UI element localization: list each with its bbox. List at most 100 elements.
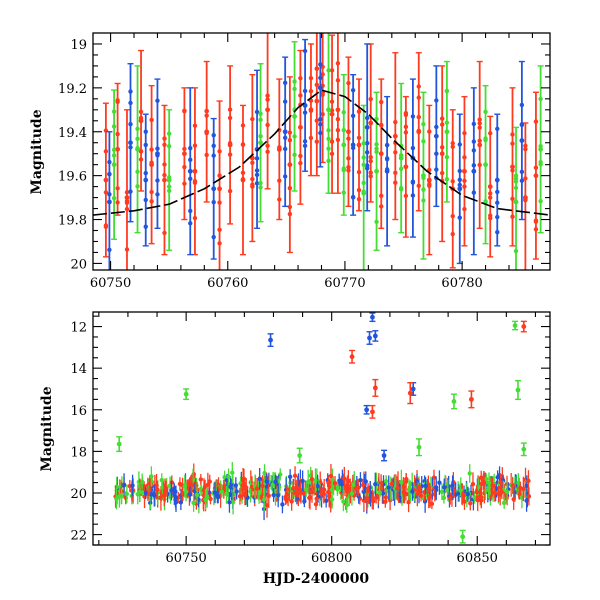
series-1-point (107, 159, 112, 165)
baseline-point (439, 489, 445, 495)
series-1-point (495, 189, 500, 195)
baseline-point (143, 490, 148, 496)
baseline-point (486, 480, 492, 486)
series-2-point (513, 179, 519, 184)
series-2-point (292, 79, 297, 84)
series-0-point (204, 108, 209, 114)
series-2-point (538, 198, 543, 204)
baseline-point (261, 497, 267, 502)
baseline-point (447, 496, 453, 501)
series-0-point (314, 118, 320, 123)
baseline-point (227, 500, 232, 505)
series-1-data-point (143, 177, 149, 183)
series-1-point (188, 221, 193, 226)
series-0-point (250, 176, 255, 182)
baseline-point (423, 483, 428, 489)
series-0-point (379, 204, 384, 209)
series-1-point (128, 89, 133, 94)
series-0-point (510, 168, 515, 173)
series-0-point (149, 199, 154, 204)
baseline-point (498, 479, 503, 485)
series-0-point (439, 170, 445, 176)
series-0-point (250, 160, 255, 166)
series-0-point (149, 117, 154, 123)
series-0-point (450, 144, 455, 149)
series-0-point (450, 213, 455, 219)
series-0-point (488, 131, 493, 136)
baseline-point (289, 499, 294, 504)
series-1-point (350, 145, 356, 151)
series-2-point (361, 189, 366, 194)
series-2-point (374, 116, 379, 122)
series-1-data-point (519, 138, 525, 143)
model-curve (93, 89, 550, 216)
series-0-point (439, 145, 445, 150)
baseline-point (433, 485, 439, 490)
baseline-point (516, 480, 521, 485)
x-tick-label: 60770 (324, 276, 365, 291)
series-2-point (326, 136, 331, 142)
series-0-point (103, 190, 109, 195)
baseline-point (271, 492, 276, 498)
series-0-point (346, 136, 351, 141)
series-1-data-point (128, 140, 133, 146)
baseline-point (319, 492, 324, 497)
series-0-point (368, 170, 373, 175)
series-0-point (533, 165, 539, 170)
baseline-point (237, 494, 243, 499)
outlier-7-point (349, 354, 355, 360)
series-0-point (265, 149, 270, 155)
series-0-point (523, 198, 528, 203)
series-1-point (318, 116, 323, 122)
series-1-point (188, 157, 193, 163)
baseline-point (240, 483, 245, 488)
series-0-point (533, 227, 539, 232)
series-1-data-point (457, 186, 463, 192)
series-0-data-point (439, 151, 445, 157)
series-0-point (192, 178, 198, 184)
series-0-point (162, 230, 167, 236)
y-tick-label: 12 (70, 321, 87, 336)
series-1-data-point (317, 85, 323, 91)
series-1-point (365, 115, 370, 121)
baseline-point (410, 489, 415, 494)
bottom-panel: 60750 60800 60850 12 14 16 18 20 22 (70, 311, 551, 566)
outlier-8-point (372, 385, 378, 391)
y-tick-label: 18 (70, 445, 87, 460)
baseline-point (442, 485, 447, 490)
baseline-point (499, 489, 504, 495)
y-tick-label: 16 (70, 404, 87, 419)
baseline-point (344, 488, 349, 494)
series-2-point (258, 117, 263, 122)
series-0-point (329, 151, 335, 157)
series-0-point (462, 184, 467, 189)
plot-area (93, 33, 550, 270)
baseline-point (234, 489, 239, 494)
series-2-point (513, 185, 519, 191)
baseline-point (148, 482, 153, 487)
series-1-point (434, 151, 439, 156)
baseline-point (417, 486, 422, 491)
series-2-point (361, 162, 366, 168)
baseline-point (260, 483, 265, 489)
series-0-point (149, 160, 154, 165)
series-0-point (427, 129, 432, 134)
baseline-point (226, 474, 231, 480)
baseline-point (470, 481, 476, 487)
series-1-data-point (107, 199, 112, 205)
baseline-point (356, 485, 361, 490)
series-0-point (346, 164, 351, 170)
baseline-point (198, 477, 204, 482)
series-0-point (240, 142, 246, 147)
series-0-point (182, 181, 187, 186)
baseline-point (360, 482, 366, 488)
series-1-point (519, 102, 525, 108)
baseline-point (302, 499, 307, 504)
series-2-point (341, 128, 346, 133)
series-2-data-point (513, 199, 519, 205)
series-0-point (403, 110, 409, 116)
series-1-data-point (187, 168, 193, 174)
series-0-point (162, 142, 167, 147)
baseline-point (504, 489, 510, 495)
baseline-point (441, 495, 447, 501)
